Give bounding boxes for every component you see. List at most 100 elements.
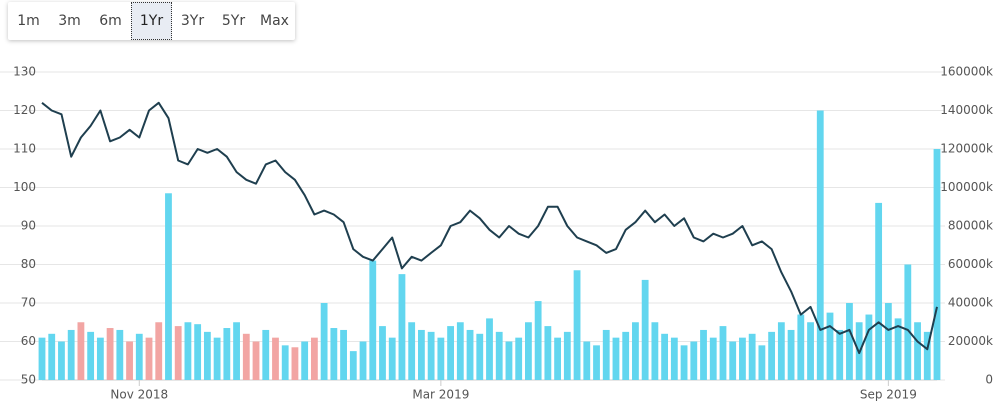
volume-bar	[369, 260, 377, 380]
volume-bar	[836, 329, 844, 380]
y2-tick-label: 80000k	[948, 219, 993, 233]
volume-bar	[573, 270, 581, 380]
volume-bar	[340, 329, 347, 380]
volume-bar	[67, 329, 75, 380]
x-tick-label: Nov 2018	[110, 388, 168, 402]
volume-bar	[135, 333, 143, 380]
volume-bar	[865, 314, 873, 380]
volume-bar	[904, 264, 912, 380]
volume-bar	[87, 331, 95, 380]
volume-bar	[797, 314, 805, 380]
volume-bar	[301, 341, 309, 380]
x-tick-label: Mar 2019	[412, 388, 469, 402]
volume-bar	[223, 328, 231, 380]
volume-bar	[116, 329, 124, 380]
y-tick-label: 100	[13, 180, 36, 194]
x-tick-label: Sep 2019	[860, 388, 917, 402]
volume-bar	[408, 322, 416, 380]
volume-bar	[272, 337, 279, 380]
volume-bar	[651, 322, 659, 380]
volume-bar	[58, 341, 65, 380]
volume-bar	[281, 345, 289, 380]
range-selector: 1m 3m 6m 1Yr 3Yr 5Yr Max	[8, 2, 295, 40]
volume-bar	[622, 331, 630, 380]
y-tick-label: 60	[21, 334, 36, 348]
volume-bar	[875, 202, 883, 380]
volume-bar	[349, 351, 357, 380]
volume-bar	[447, 326, 454, 380]
volume-bar	[758, 345, 766, 380]
y-tick-label: 130	[13, 65, 36, 79]
volume-bar	[923, 331, 931, 380]
y2-tick-label: 100000k	[940, 180, 993, 194]
volume-bar	[661, 333, 669, 380]
volume-bar	[330, 328, 338, 380]
range-button[interactable]: Max	[260, 13, 289, 29]
volume-bar	[632, 322, 639, 380]
y2-tick-label: 60000k	[948, 257, 993, 271]
y2-tick-label: 0	[985, 373, 993, 387]
volume-bar	[417, 329, 425, 380]
y2-tick-label: 120000k	[940, 142, 993, 156]
range-button[interactable]: 3m	[58, 13, 81, 29]
volume-bar	[700, 329, 707, 380]
y2-tick-label: 140000k	[940, 103, 993, 117]
volume-bar	[777, 322, 785, 380]
volume-bar	[262, 329, 270, 380]
volume-bar	[486, 318, 493, 380]
range-button[interactable]: 6m	[99, 13, 122, 29]
volume-bar	[739, 337, 746, 380]
volume-bar	[602, 329, 610, 380]
volume-bar	[233, 322, 240, 380]
range-button[interactable]: 1Yr	[131, 2, 172, 40]
volume-bar	[583, 341, 591, 380]
volume-bar	[690, 341, 698, 380]
volume-bar	[544, 326, 552, 380]
volume-bar	[894, 318, 902, 380]
volume-bar	[670, 337, 678, 380]
range-button[interactable]: 5Yr	[221, 13, 246, 29]
volume-bar	[826, 312, 834, 380]
volume-bar	[933, 149, 941, 380]
y-tick-label: 90	[21, 219, 36, 233]
y-tick-label: 110	[13, 142, 36, 156]
volume-bar	[379, 326, 386, 380]
volume-bar	[145, 337, 153, 380]
volume-bar	[38, 337, 46, 380]
y2-tick-label: 160000k	[940, 65, 993, 79]
volume-bar	[388, 337, 396, 380]
volume-bar	[787, 329, 795, 380]
volume-bar	[359, 341, 367, 380]
volume-bar	[252, 341, 260, 380]
y-tick-label: 70	[21, 296, 36, 310]
volume-bar	[476, 333, 484, 380]
volume-bar	[525, 322, 532, 380]
volume-bar	[106, 328, 114, 380]
volume-bar	[534, 301, 542, 380]
price-line	[41, 101, 938, 355]
volume-bar	[48, 333, 56, 380]
y2-tick-label: 20000k	[948, 334, 993, 348]
volume-bar	[563, 331, 571, 380]
volume-bar	[466, 329, 474, 380]
volume-bar	[310, 337, 318, 380]
volume-bar	[748, 333, 756, 380]
volume-bar	[515, 337, 523, 380]
volume-bar	[884, 303, 892, 380]
volume-bar	[242, 333, 250, 380]
volume-bar	[184, 322, 192, 380]
volume-bar	[427, 331, 435, 380]
volume-bar	[96, 337, 104, 380]
y-tick-label: 50	[21, 373, 36, 387]
volume-bar	[437, 337, 445, 380]
volume-bar	[816, 110, 824, 380]
y-tick-label: 80	[21, 257, 36, 271]
range-button[interactable]: 3Yr	[180, 13, 205, 29]
range-button[interactable]: 1m	[17, 13, 40, 29]
volume-bar	[203, 331, 211, 380]
y-tick-label: 120	[13, 103, 36, 117]
volume-bar	[554, 337, 562, 380]
volume-bar	[165, 193, 172, 380]
